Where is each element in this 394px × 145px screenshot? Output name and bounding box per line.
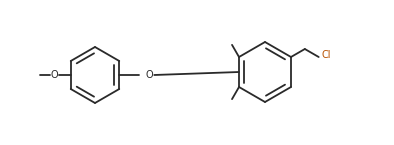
Text: Cl: Cl	[322, 50, 331, 60]
Text: O: O	[145, 70, 153, 80]
Text: O: O	[51, 70, 59, 80]
